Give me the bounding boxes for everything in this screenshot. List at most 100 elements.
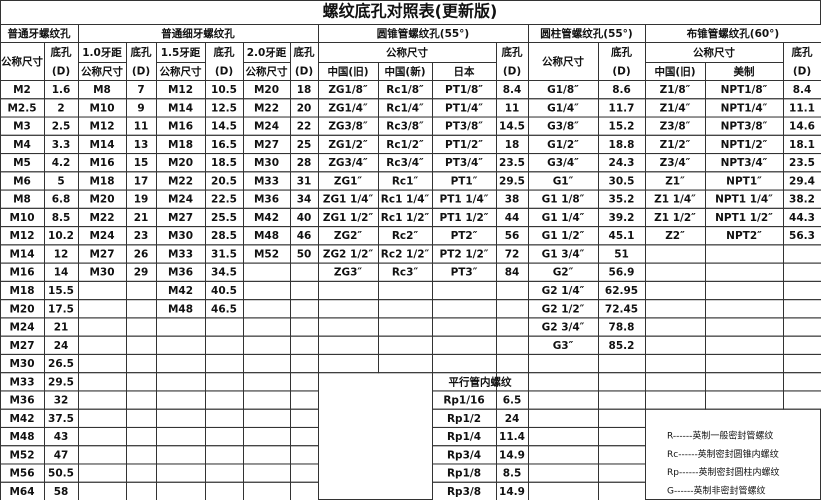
cell-border [126, 408, 157, 428]
hole: 4.2 [52, 157, 71, 169]
size: M20 [168, 157, 193, 169]
cell-border [290, 317, 319, 337]
cell-border [378, 317, 433, 337]
size: Rp1/4 [447, 431, 481, 443]
cell-border [783, 353, 821, 374]
size-cn-new: Rc1 1/4″ [381, 194, 430, 206]
hole: 11.4 [499, 431, 525, 443]
size: M30 [168, 230, 193, 242]
hole: 14.5 [211, 121, 237, 133]
column-header: 日本 [454, 65, 475, 78]
cell-border [126, 463, 157, 483]
cell-border [78, 299, 127, 319]
hole: 44 [505, 212, 520, 224]
size: M30 [89, 267, 114, 279]
hole: 8.4 [793, 84, 812, 96]
hole: 21 [54, 322, 69, 334]
size: M33 [9, 376, 34, 388]
cell-border [645, 299, 706, 319]
cell-border [432, 280, 497, 301]
cell-border [290, 390, 319, 410]
hole: 14.5 [499, 121, 525, 133]
size-cn-old: Z3/4″ [660, 157, 691, 169]
hole: 22 [297, 121, 312, 133]
cell-border [290, 445, 319, 465]
hole: 47 [54, 449, 69, 461]
cell-border [78, 426, 127, 447]
cell-border [645, 372, 706, 392]
hole: 58 [54, 486, 69, 498]
hole: 8.5 [503, 468, 522, 480]
size: Rp3/8 [447, 486, 481, 498]
size-cn-new: Rc2 1/2″ [381, 248, 430, 260]
cell-border [598, 463, 646, 483]
hole: 24 [505, 413, 520, 425]
cell-border [783, 244, 821, 264]
size-cn-old: ZG1/2″ [328, 139, 368, 151]
cell-border [645, 353, 706, 374]
hole: 17 [134, 175, 149, 187]
hole: 50 [297, 248, 312, 260]
hole: 37.5 [48, 413, 74, 425]
hole: 14 [54, 267, 69, 279]
cell-border [705, 280, 784, 301]
cell-border [528, 481, 599, 500]
size: M27 [254, 139, 279, 151]
size: M20 [9, 303, 34, 315]
section-title: 圆锥管螺纹孔(55°) [377, 27, 469, 40]
size: G1 1/2″ [542, 230, 585, 242]
size: G1″ [553, 175, 574, 187]
size-header: 公称尺寸 [386, 46, 428, 59]
hole: 26 [134, 248, 149, 260]
size-cn-old: Z3/8″ [660, 121, 691, 133]
hole: 8.6 [612, 84, 631, 96]
cell-border [496, 317, 529, 337]
hole: 39.2 [609, 212, 635, 224]
size: M14 [9, 248, 34, 260]
hole: 17.5 [48, 303, 74, 315]
size: M2.5 [7, 102, 36, 114]
size: G1/4″ [547, 102, 579, 114]
size: G2 1/4″ [542, 285, 585, 297]
table-title: 螺纹底孔对照表(更新版) [323, 2, 498, 21]
hole-header: (D) [793, 66, 811, 78]
cell-border [318, 299, 379, 319]
size: M18 [168, 139, 193, 151]
hole: 14.9 [499, 449, 525, 461]
hole: 32 [54, 395, 69, 407]
hole-header: 底孔 [131, 46, 152, 59]
hole: 28 [297, 157, 312, 169]
size-cn-old: Z2″ [665, 230, 685, 242]
cell-border [290, 280, 319, 301]
size-cn-new: Rc1″ [392, 175, 419, 187]
size-cn-new: Rc2″ [392, 230, 419, 242]
cell-border [783, 390, 821, 410]
cell-border [290, 372, 319, 392]
cell-border [290, 335, 319, 355]
size: M3 [13, 121, 31, 133]
column-header: 中国(新) [384, 65, 425, 78]
cell-border [243, 445, 291, 465]
cell-border [126, 317, 157, 337]
cell-border [432, 317, 497, 337]
cell-border [645, 335, 706, 355]
size: M48 [254, 230, 279, 242]
hole: 20.5 [211, 175, 237, 187]
hole: 11.7 [609, 102, 635, 114]
pitch-header: 1.5牙距 [161, 47, 201, 59]
cell-border [126, 280, 157, 301]
size: M52 [9, 449, 34, 461]
size: G3/8″ [547, 121, 579, 133]
size: M27 [168, 212, 193, 224]
cell-border [156, 426, 206, 447]
legend-item: Rc------英制密封圆锥内螺纹 [667, 448, 779, 460]
hole: 9 [137, 102, 144, 114]
hole-header: 底孔 [611, 46, 632, 59]
size: G1/8″ [547, 84, 579, 96]
size: M36 [168, 267, 193, 279]
cell-border [243, 353, 291, 374]
cell-border [290, 408, 319, 428]
cell-border [126, 481, 157, 500]
hole: 46.5 [211, 303, 237, 315]
hole: 29.5 [499, 175, 525, 187]
